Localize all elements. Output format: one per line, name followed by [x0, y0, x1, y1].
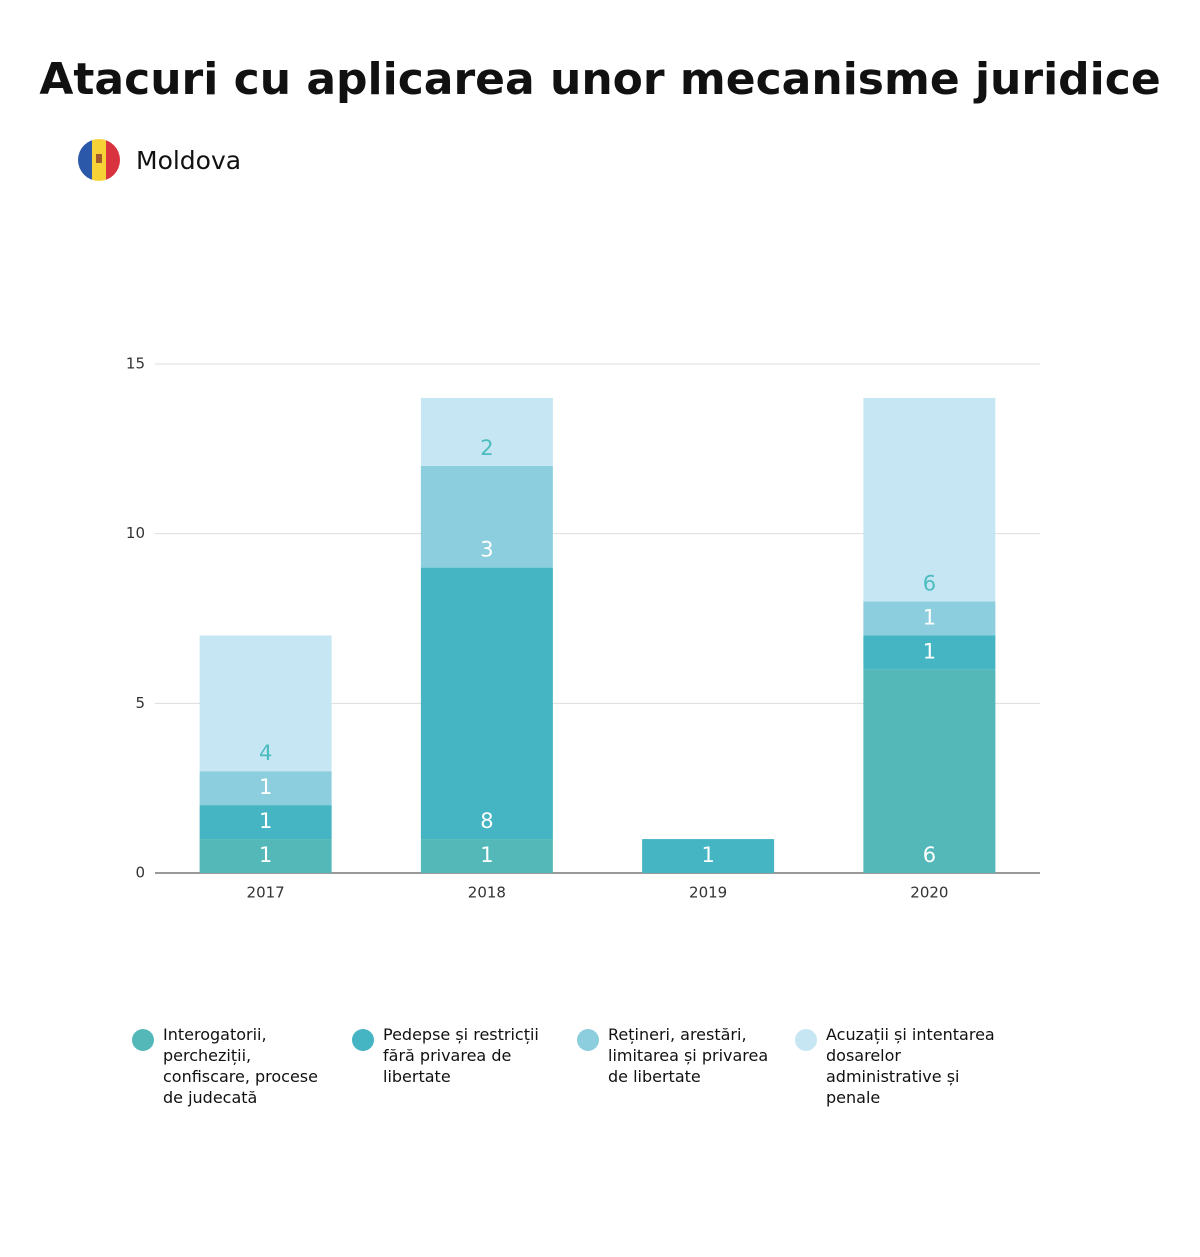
bar-segment	[642, 839, 775, 873]
y-tick-label: 5	[135, 694, 145, 712]
legend-label: Pedepse și restricții fără privarea de l…	[383, 1025, 539, 1086]
bar-segment	[863, 397, 996, 602]
bar-segment	[199, 805, 332, 840]
bar-segment	[420, 567, 553, 840]
data-label: 2	[480, 436, 493, 460]
y-tick-label: 15	[126, 355, 145, 373]
chart-title: Atacuri cu aplicarea unor mecanisme juri…	[39, 54, 1160, 105]
bar-segment	[863, 669, 996, 873]
legend-marker	[352, 1029, 374, 1051]
data-label: 1	[259, 775, 272, 799]
data-label: 3	[480, 538, 493, 562]
data-label: 1	[923, 639, 936, 663]
bar-segment	[199, 839, 332, 873]
x-tick-label: 2020	[910, 884, 948, 902]
data-label: 1	[259, 843, 272, 867]
data-label: 1	[923, 605, 936, 629]
y-tick-label: 10	[126, 524, 145, 542]
legend-marker	[577, 1029, 599, 1051]
legend-marker	[795, 1029, 817, 1051]
legend-marker	[132, 1029, 154, 1051]
data-label: 1	[480, 843, 493, 867]
subtitle: Moldova	[136, 146, 241, 175]
bar-segment	[863, 635, 996, 670]
bar-segment	[420, 839, 553, 873]
bar-segment	[420, 397, 553, 466]
flag	[78, 139, 120, 181]
chart: Atacuri cu aplicarea unor mecanisme juri…	[39, 54, 1160, 902]
x-tick-label: 2017	[247, 884, 285, 902]
legend-label: Rețineri, arestări, limitarea și privare…	[608, 1025, 769, 1086]
data-label: 6	[923, 843, 936, 867]
data-label: 8	[480, 809, 493, 833]
data-label: 6	[923, 572, 936, 596]
bar-segment	[199, 771, 332, 806]
legend-label: Interogatorii, percheziții, confiscare, …	[163, 1025, 318, 1107]
x-tick-label: 2019	[689, 884, 727, 902]
x-tick-label: 2018	[468, 884, 506, 902]
bar-segment	[863, 601, 996, 636]
data-label: 1	[259, 809, 272, 833]
data-label: 1	[701, 843, 714, 867]
bar-segment	[199, 635, 332, 772]
y-tick-label: 0	[135, 864, 145, 882]
legend-label: Acuzații și intentarea dosarelor adminis…	[826, 1025, 995, 1107]
data-label: 4	[259, 741, 272, 765]
bar-segment	[420, 465, 553, 568]
